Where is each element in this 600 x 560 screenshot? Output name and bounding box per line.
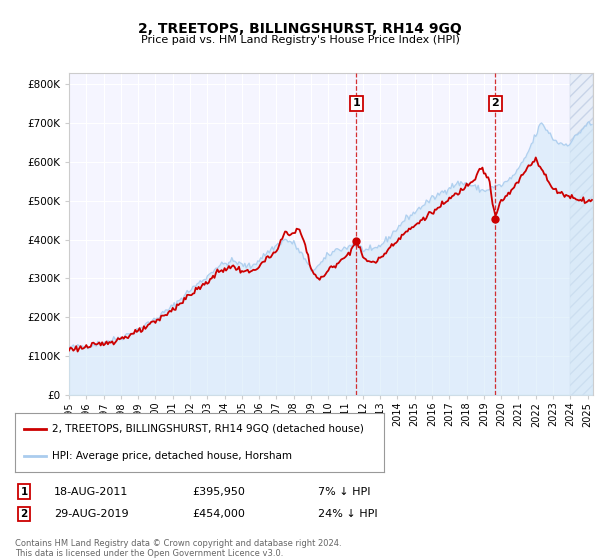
Bar: [571, 73, 593, 395]
Bar: [571, 73, 593, 395]
Text: Contains HM Land Registry data © Crown copyright and database right 2024.
This d: Contains HM Land Registry data © Crown c…: [15, 539, 341, 558]
Text: HPI: Average price, detached house, Horsham: HPI: Average price, detached house, Hors…: [52, 451, 292, 461]
Text: 2: 2: [491, 99, 499, 109]
Text: Price paid vs. HM Land Registry's House Price Index (HPI): Price paid vs. HM Land Registry's House …: [140, 35, 460, 45]
Text: 7% ↓ HPI: 7% ↓ HPI: [318, 487, 371, 497]
Text: £454,000: £454,000: [192, 509, 245, 519]
Text: 1: 1: [20, 487, 28, 497]
Text: 1: 1: [353, 99, 360, 109]
Text: 2: 2: [20, 509, 28, 519]
Text: 2, TREETOPS, BILLINGSHURST, RH14 9GQ: 2, TREETOPS, BILLINGSHURST, RH14 9GQ: [138, 22, 462, 36]
Text: £395,950: £395,950: [192, 487, 245, 497]
Text: 24% ↓ HPI: 24% ↓ HPI: [318, 509, 377, 519]
Text: 29-AUG-2019: 29-AUG-2019: [54, 509, 128, 519]
Text: 18-AUG-2011: 18-AUG-2011: [54, 487, 128, 497]
Text: 2, TREETOPS, BILLINGSHURST, RH14 9GQ (detached house): 2, TREETOPS, BILLINGSHURST, RH14 9GQ (de…: [52, 423, 364, 433]
